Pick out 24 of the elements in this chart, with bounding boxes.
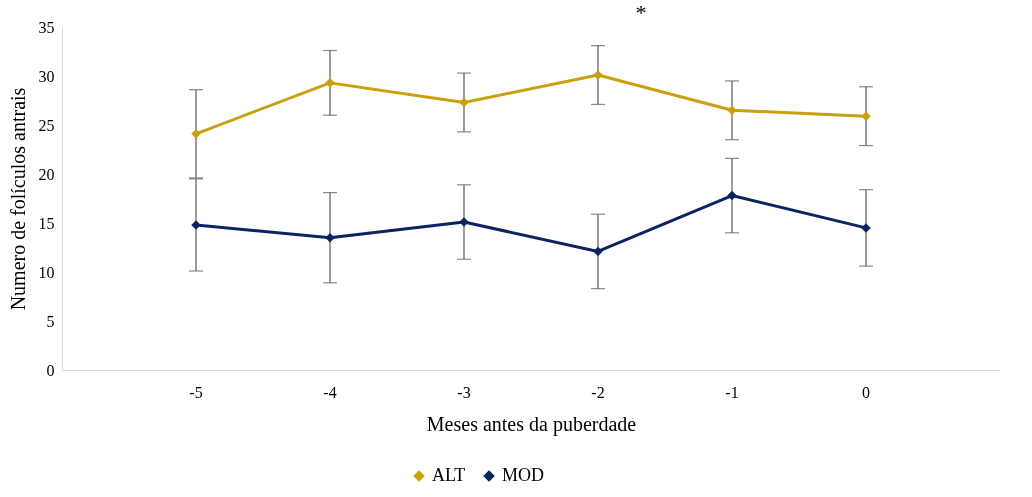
text: * (635, 0, 647, 25)
y-tick-label: 0 (46, 361, 55, 379)
point (727, 105, 737, 116)
legend-label: ALT (432, 465, 466, 485)
y-tick-label: 15 (38, 214, 55, 232)
x-tick-label: -3 (457, 383, 471, 401)
y-tick-label: 20 (38, 165, 55, 183)
point (325, 232, 335, 243)
x-tick-label: 0 (862, 383, 870, 401)
y-tick-label: 10 (38, 263, 55, 281)
x-tick-label: -4 (323, 383, 337, 401)
y-tick-label: 5 (46, 312, 55, 330)
point (593, 246, 603, 257)
x-tick-label: -5 (189, 383, 203, 401)
point (459, 97, 469, 108)
legend-label: MOD (502, 465, 545, 485)
y-tick-label: 30 (38, 67, 55, 85)
x-tick-label: -1 (725, 383, 739, 401)
y-axis-title: Numero de folículos antrais (6, 87, 29, 311)
x-axis-title: Meses antes da puberdade (426, 412, 637, 436)
point (727, 190, 737, 201)
y-tick-label: 25 (38, 116, 55, 134)
y-tick-label: 35 (38, 18, 55, 36)
x-tick-label: -2 (591, 383, 605, 401)
